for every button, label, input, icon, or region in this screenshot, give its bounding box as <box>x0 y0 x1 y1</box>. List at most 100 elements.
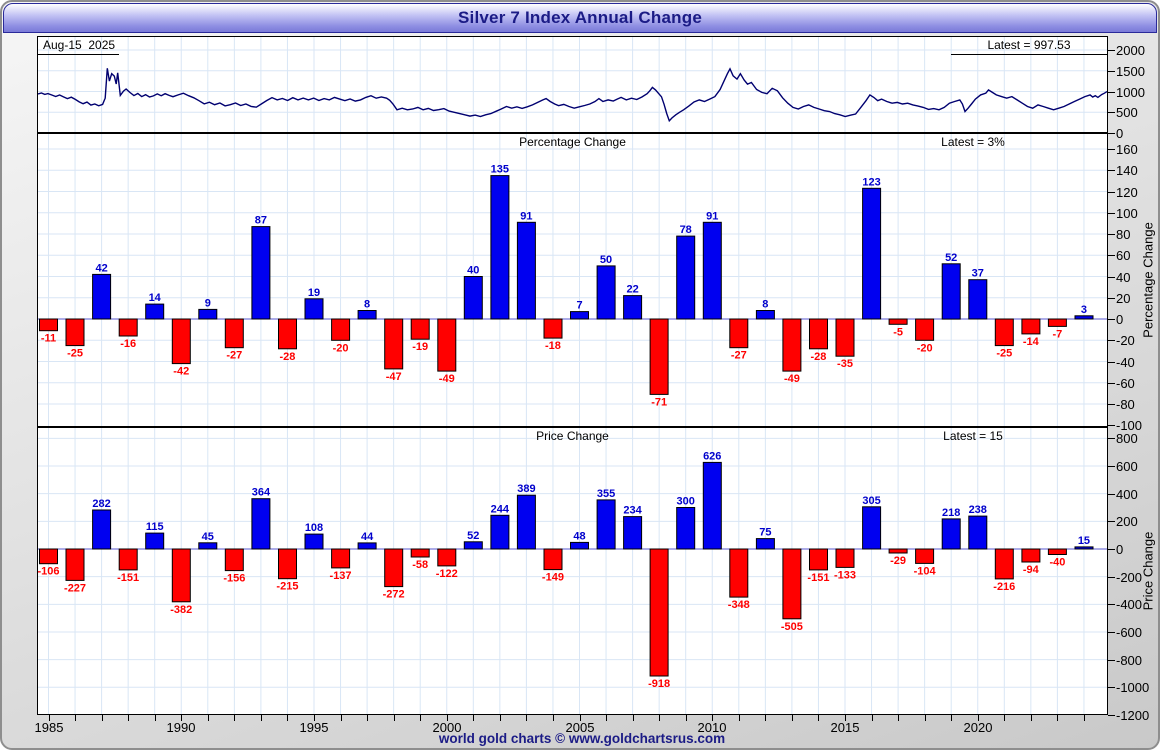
x-axis-tick <box>102 715 103 721</box>
y-axis-tick-label: -800 <box>1116 653 1143 668</box>
bar-1985 <box>39 318 58 332</box>
bar-1997 <box>357 310 377 320</box>
y-axis-tick-label: 2000 <box>1116 43 1145 58</box>
bar-label: -137 <box>330 570 352 582</box>
bar-label: 40 <box>467 265 479 277</box>
y-axis-tick <box>1108 549 1115 550</box>
price-panel-title: Price Change <box>536 429 609 443</box>
y-axis-tick-label: 600 <box>1116 459 1138 474</box>
y-axis-tick-label: 60 <box>1116 248 1131 263</box>
bar-1995 <box>304 298 324 320</box>
x-axis-tick <box>580 715 581 721</box>
y-axis-tick <box>1108 50 1115 51</box>
bar-1987 <box>92 273 112 320</box>
bar-label: -151 <box>807 572 829 584</box>
x-axis-tick <box>659 715 660 721</box>
bar-1988 <box>118 318 138 337</box>
bar-2011 <box>729 318 749 349</box>
bar-1987 <box>92 509 112 550</box>
bar-2004 <box>543 318 563 339</box>
bar-1989 <box>145 303 165 320</box>
bar-2012 <box>755 310 775 320</box>
bar-2004 <box>543 548 563 571</box>
bar-2009 <box>676 235 696 320</box>
y-axis-tick <box>1108 715 1115 716</box>
y-axis-tick <box>1108 632 1115 633</box>
x-axis-tick <box>367 715 368 721</box>
y-axis-tick <box>1108 112 1115 113</box>
x-axis-tick <box>526 715 527 721</box>
bar-2014 <box>809 318 828 350</box>
x-axis-tick <box>473 715 474 721</box>
y-axis-tick-label: 800 <box>1116 431 1138 446</box>
y-axis-tick-label: -20 <box>1116 333 1135 348</box>
footer-credit: world gold charts © www.goldchartsrus.co… <box>438 731 726 746</box>
y-axis-tick-label: 400 <box>1116 487 1138 502</box>
bar-2023 <box>1047 318 1067 327</box>
x-axis-tick <box>314 715 315 721</box>
bar-label: 87 <box>255 215 267 227</box>
bar-2001 <box>463 541 483 550</box>
bar-label: -25 <box>67 348 83 360</box>
bar-2005 <box>570 541 589 550</box>
bar-label: 52 <box>945 252 957 264</box>
x-axis-tick <box>951 715 952 721</box>
y-axis-tick-label: 500 <box>1116 105 1138 120</box>
bar-2020 <box>968 515 988 550</box>
bar-2024 <box>1074 546 1094 550</box>
bar-2013 <box>782 318 802 372</box>
bar-label: 15 <box>1078 535 1090 547</box>
index-line-panel: Aug-15 2025 Latest = 997.53 <box>37 36 1108 133</box>
bar-label: 8 <box>364 299 370 311</box>
bar-1988 <box>118 548 138 571</box>
y-axis-tick <box>1108 577 1115 578</box>
x-axis-tick <box>1004 715 1005 721</box>
bar-2003 <box>516 494 536 550</box>
y-axis-tick-label: -400 <box>1116 597 1143 612</box>
bar-label: 14 <box>149 292 162 304</box>
y-axis-tick <box>1108 466 1115 467</box>
y-axis-tick-label: 1500 <box>1116 64 1145 79</box>
x-axis-tick <box>712 715 713 721</box>
bar-2007 <box>623 295 643 320</box>
bar-label: 626 <box>703 450 721 462</box>
bar-2015 <box>835 548 855 568</box>
x-axis-tick <box>765 715 766 721</box>
bar-2022 <box>1021 318 1041 335</box>
y-axis-tick-label: 20 <box>1116 291 1131 306</box>
x-axis-tick <box>208 715 209 721</box>
bar-label: 389 <box>517 483 535 495</box>
bar-label: -49 <box>784 373 800 385</box>
x-axis-tick <box>978 715 979 721</box>
bar-2023 <box>1047 548 1067 555</box>
page-title: Silver 7 Index Annual Change <box>458 8 702 27</box>
bar-label: 50 <box>600 254 612 266</box>
bar-2024 <box>1074 315 1094 320</box>
y-axis-tick <box>1108 234 1115 235</box>
bar-2000 <box>437 318 457 372</box>
bar-2002 <box>490 514 510 550</box>
bar-label: -505 <box>781 621 803 633</box>
y-axis-tick <box>1108 170 1115 171</box>
y-axis-tick <box>1108 404 1115 405</box>
bar-2016 <box>862 187 882 320</box>
bar-label: 364 <box>252 487 271 499</box>
percentage-axis-title: Percentage Change <box>1140 222 1156 338</box>
bar-1986 <box>65 318 85 347</box>
y-axis-tick-label: 80 <box>1116 227 1131 242</box>
bar-label: -14 <box>1023 336 1040 348</box>
bar-2020 <box>968 279 988 320</box>
date-label: Aug-15 2025 <box>38 37 119 55</box>
y-axis-tick-label: 40 <box>1116 270 1131 285</box>
bar-2015 <box>835 318 855 357</box>
price-axis-title: Price Change <box>1140 531 1156 611</box>
bar-1989 <box>145 532 165 550</box>
bar-label: -7 <box>1053 328 1063 340</box>
x-axis-tick <box>845 715 846 721</box>
bar-label: -348 <box>728 599 750 611</box>
bar-label: -133 <box>834 569 856 581</box>
x-axis-tick <box>1057 715 1058 721</box>
bar-2021 <box>994 318 1014 347</box>
y-axis-tick-label: 1000 <box>1116 85 1145 100</box>
